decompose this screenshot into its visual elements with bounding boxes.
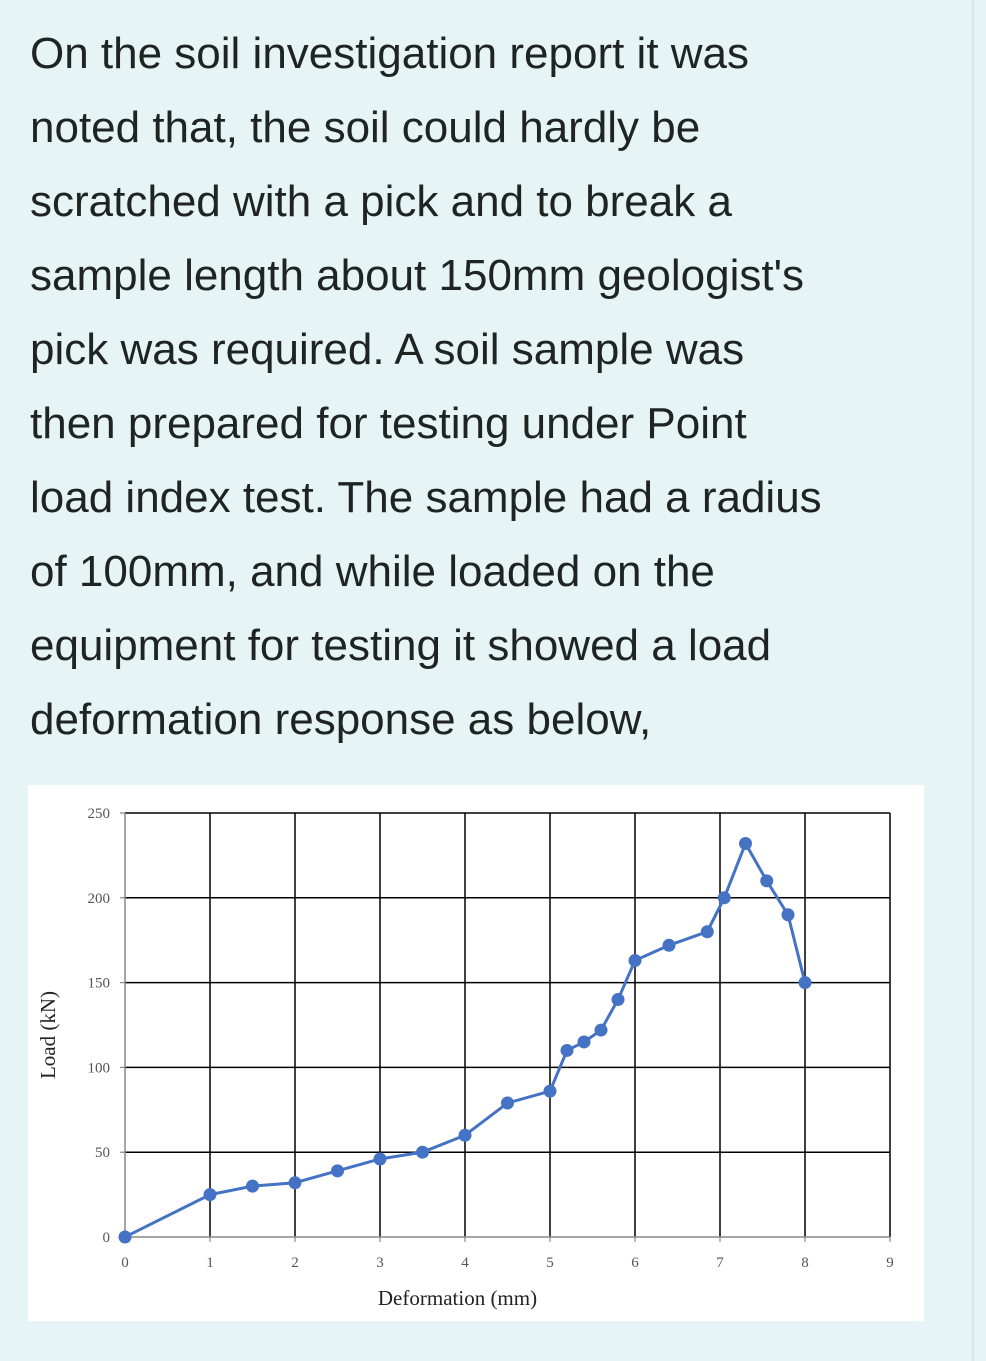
x-tick-label: 4 bbox=[461, 1255, 469, 1271]
y-tick-label: 200 bbox=[88, 891, 111, 907]
y-tick-label: 250 bbox=[88, 806, 111, 822]
load-deformation-chart: 0 1 2 3 4 5 6 7 8 9 0 50 100 150 200 250 Deformation (mm… bbox=[36, 806, 894, 1310]
question-line: On the soil investigation report it was bbox=[30, 29, 750, 78]
y-axis-title: Load (kN) bbox=[36, 991, 60, 1079]
data-point bbox=[717, 891, 731, 905]
data-point bbox=[628, 954, 642, 968]
data-point bbox=[739, 837, 752, 851]
data-point bbox=[560, 1043, 574, 1057]
data-point bbox=[501, 1096, 514, 1110]
question-line: pick was required. A soil sample was bbox=[30, 325, 745, 374]
x-tick-label: 2 bbox=[291, 1255, 299, 1271]
x-tick-label: 1 bbox=[206, 1255, 214, 1271]
x-tick-label: 8 bbox=[801, 1255, 809, 1271]
data-point bbox=[798, 976, 812, 990]
x-tick-label: 9 bbox=[886, 1255, 894, 1271]
x-tick-label: 6 bbox=[631, 1255, 639, 1271]
y-tick-label: 50 bbox=[95, 1145, 110, 1161]
data-point bbox=[760, 874, 774, 888]
data-point bbox=[611, 993, 625, 1007]
data-point bbox=[781, 908, 795, 922]
y-tick-label: 150 bbox=[88, 976, 111, 992]
question-line: of 100mm, and while loaded on the bbox=[30, 547, 715, 596]
question-line: equipment for testing it showed a load bbox=[30, 621, 772, 670]
x-tick-label: 7 bbox=[716, 1255, 724, 1271]
data-point bbox=[700, 925, 714, 939]
data-point bbox=[543, 1084, 557, 1098]
data-point bbox=[331, 1164, 344, 1178]
series-line bbox=[124, 842, 807, 1239]
question-line: sample length about 150mm geologist's bbox=[30, 251, 804, 300]
question-line: noted that, the soil could hardly be bbox=[30, 103, 701, 152]
x-tick-label: 0 bbox=[121, 1255, 129, 1271]
data-point bbox=[577, 1035, 591, 1049]
y-tick-label: 0 bbox=[103, 1230, 111, 1246]
question-line: load index test. The sample had a radius bbox=[30, 473, 822, 522]
x-tick-label: 3 bbox=[376, 1255, 384, 1271]
data-point bbox=[288, 1176, 302, 1190]
data-point bbox=[662, 938, 676, 952]
question-line: then prepared for testing under Point bbox=[30, 399, 747, 448]
data-point bbox=[246, 1179, 259, 1193]
question-line: scratched with a pick and to break a bbox=[30, 177, 732, 226]
x-axis-title: Deformation (mm) bbox=[378, 1286, 537, 1310]
data-point bbox=[594, 1023, 608, 1037]
x-tick-label: 5 bbox=[546, 1255, 554, 1271]
data-point bbox=[203, 1188, 217, 1202]
data-point bbox=[458, 1128, 472, 1142]
y-tick-label: 100 bbox=[88, 1060, 111, 1076]
question-text: On the soil investigation report it was n… bbox=[30, 17, 960, 757]
data-point bbox=[373, 1152, 387, 1166]
chart-card: 0 1 2 3 4 5 6 7 8 9 0 50 100 150 200 250 Deformation (mm… bbox=[28, 785, 924, 1321]
question-line: deformation response as below, bbox=[30, 695, 652, 744]
right-border-line bbox=[972, 0, 974, 1361]
data-point bbox=[416, 1145, 429, 1159]
data-point bbox=[118, 1230, 132, 1244]
